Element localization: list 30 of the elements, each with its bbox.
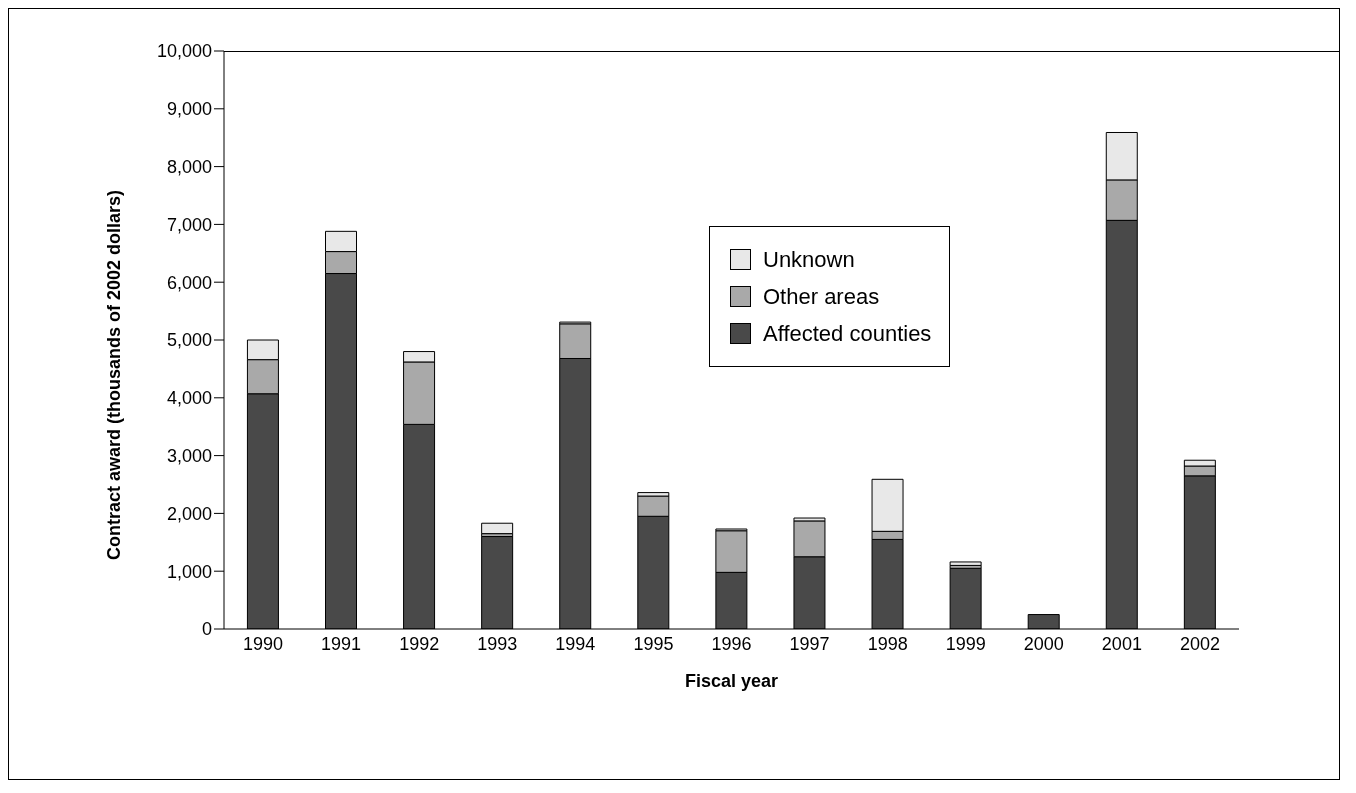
x-axis-title: Fiscal year: [684, 671, 779, 691]
x-tick-label: 1997: [789, 633, 830, 654]
y-tick-label: 10,000: [156, 41, 212, 62]
x-tick-label: 1994: [555, 633, 596, 654]
y-tick-label: 9,000: [166, 99, 212, 120]
y-tick-label: 6,000: [166, 272, 212, 293]
x-tick-label: 1990: [243, 633, 284, 654]
legend-label: Other areas: [763, 283, 880, 310]
x-tick-label: 2000: [1023, 633, 1064, 654]
y-tick-label: 7,000: [166, 214, 212, 235]
bar: [481, 522, 514, 535]
y-tick-label: 4,000: [166, 388, 212, 409]
x-tick-label: 1999: [945, 633, 986, 654]
x-tick-label: 1998: [867, 633, 908, 654]
x-tick-label: 2002: [1179, 633, 1220, 654]
y-tick-label: 2,000: [166, 503, 212, 524]
x-tick-label: 1996: [711, 633, 752, 654]
legend-label: Unknown: [763, 246, 855, 273]
x-tick-label: 1991: [321, 633, 362, 654]
x-tick-label: 1992: [399, 633, 440, 654]
y-tick-label: 5,000: [166, 330, 212, 351]
legend-label: Affected counties: [763, 320, 932, 347]
y-tick-label: 1,000: [166, 561, 212, 582]
x-tick-label: 2001: [1101, 633, 1142, 654]
y-tick-label: 8,000: [166, 156, 212, 177]
y-axis-title: Contract award (thousands of 2002 dollars): [104, 189, 125, 560]
x-tick-label: 1993: [477, 633, 518, 654]
y-tick-label: 0: [201, 619, 212, 640]
x-tick-label: 1995: [633, 633, 674, 654]
y-tick-label: 3,000: [166, 445, 212, 466]
